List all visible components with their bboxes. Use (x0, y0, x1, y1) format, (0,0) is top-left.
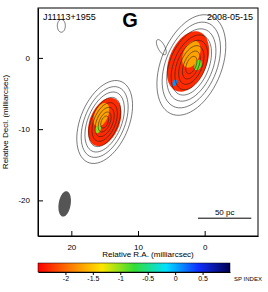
contour (77, 81, 133, 164)
scale-bar (198, 218, 251, 219)
tick: -10 (18, 125, 43, 134)
contour (179, 46, 204, 85)
y-axis-title: Relative Decl. (milliarcsec) (1, 75, 10, 170)
contour (157, 15, 226, 115)
beam (58, 191, 71, 216)
tick-mark (38, 200, 43, 201)
tick: -20 (18, 196, 43, 205)
y-axis: 0 -10 -20 (18, 9, 43, 237)
contour (162, 22, 220, 108)
x-axis-title: Relative R.A. (milliarcsec) (102, 250, 194, 259)
tick-label: -2 (63, 275, 69, 282)
contour (98, 112, 111, 132)
spectral-index-region (88, 98, 121, 146)
tick-mark (138, 231, 139, 236)
tick: -0.5 (142, 272, 154, 282)
axis-line (38, 9, 39, 237)
x-axis: 20 10 0 (39, 231, 259, 252)
tick: -2 (63, 272, 69, 282)
contour (89, 97, 121, 146)
tick: -1.5 (87, 272, 99, 282)
tick-label: 0 (203, 243, 208, 252)
tick-label: -20 (18, 196, 30, 205)
panel-label: G (122, 9, 138, 31)
tick-mark (205, 231, 206, 236)
contour (81, 87, 128, 158)
tick: 0 (174, 272, 178, 282)
tick-label: -0.5 (142, 275, 154, 282)
colorbar-axis: -2 -1.5 -1 -0.5 0 0.5 (39, 272, 231, 282)
spectral-index-region (167, 31, 209, 91)
tick-label: 0.5 (198, 275, 208, 282)
contour (95, 107, 114, 136)
colorbar-label: SP INDEX (234, 276, 262, 282)
tick-label: -10 (18, 125, 30, 134)
tick-label: -1 (118, 275, 124, 282)
tick: 0 (26, 54, 43, 63)
contour (182, 51, 200, 79)
title: J11113+1955 (43, 12, 96, 22)
axis-line (39, 236, 259, 237)
contour (167, 29, 216, 101)
contour (171, 35, 211, 95)
tick: -1 (118, 272, 124, 282)
contour (175, 40, 208, 89)
tick-mark (71, 231, 72, 236)
date: 2008-05-15 (207, 12, 253, 22)
scale-bar-label: 50 pc (215, 208, 235, 217)
contour (92, 103, 117, 142)
contour (85, 92, 124, 152)
plot-area (57, 15, 251, 218)
tick-label: 0 (26, 54, 31, 63)
contour (156, 40, 166, 55)
tick-mark (38, 129, 43, 130)
axis-line (39, 272, 231, 273)
tick-mark (38, 58, 43, 59)
colorbar (38, 263, 230, 272)
tick-label: -1.5 (87, 275, 99, 282)
tick: 10 (134, 231, 143, 252)
contour (186, 56, 197, 73)
tick: 0 (203, 231, 208, 252)
tick-label: 0 (174, 275, 178, 282)
tick: 0.5 (198, 272, 208, 282)
contour (101, 116, 109, 128)
tick-label: 20 (67, 243, 76, 252)
chart: 50 pc201000-10-20Relative R.A. (milliarc… (0, 0, 268, 292)
plot-frame (38, 8, 258, 236)
tick: 20 (67, 231, 76, 252)
